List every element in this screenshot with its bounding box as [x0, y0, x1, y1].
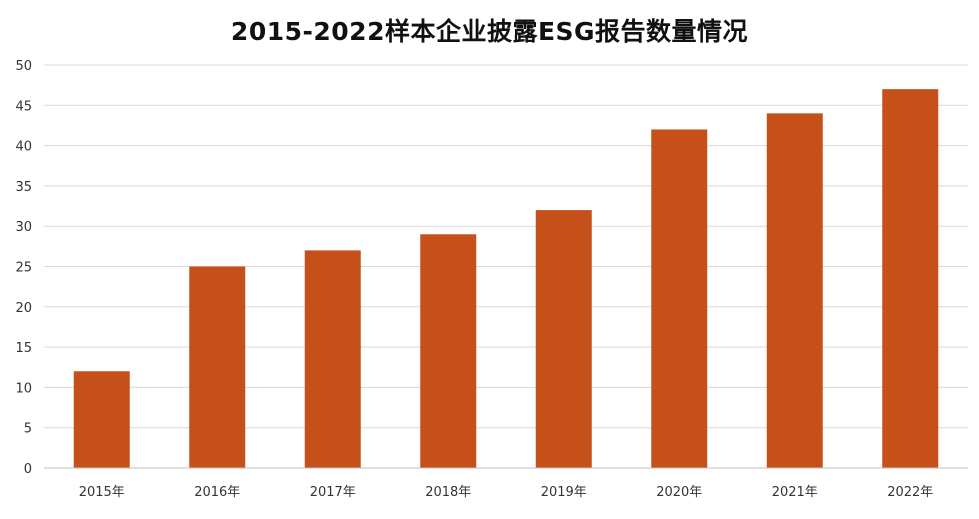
y-tick-label: 0	[24, 462, 32, 477]
bar	[189, 266, 246, 468]
y-tick-label: 35	[15, 180, 32, 195]
bars	[73, 89, 939, 469]
bar	[766, 113, 823, 469]
x-tick-label: 2020年	[656, 485, 702, 500]
y-tick-label: 30	[15, 220, 32, 235]
bar	[651, 129, 708, 469]
gridlines	[44, 64, 968, 429]
y-tick-label: 25	[15, 261, 32, 276]
chart-title: 2015-2022样本企业披露ESG报告数量情况	[230, 17, 749, 46]
bar	[304, 250, 361, 468]
bar	[535, 210, 592, 468]
y-tick-label: 40	[15, 140, 32, 155]
bar	[420, 234, 477, 468]
x-tick-label: 2019年	[541, 485, 587, 500]
x-tick-label: 2021年	[772, 485, 818, 500]
x-tick-label: 2017年	[310, 485, 356, 500]
x-tick-label: 2018年	[425, 485, 471, 500]
y-tick-label: 50	[15, 59, 32, 74]
x-tick-label: 2016年	[194, 485, 240, 500]
y-tick-label: 10	[15, 381, 32, 396]
y-tick-label: 20	[15, 301, 32, 316]
bar	[882, 89, 939, 469]
x-tick-label: 2022年	[887, 485, 933, 500]
y-axis-ticks: 0 5 10 15 20 25 30 35 40 45 50	[15, 59, 32, 477]
y-tick-label: 45	[15, 99, 32, 114]
y-tick-label: 5	[24, 422, 32, 437]
x-tick-label: 2015年	[79, 485, 125, 500]
y-tick-label: 15	[15, 341, 32, 356]
bar	[73, 371, 130, 468]
x-axis-ticks: 2015年 2016年 2017年 2018年 2019年 2020年 2021年 2022年	[79, 485, 934, 500]
